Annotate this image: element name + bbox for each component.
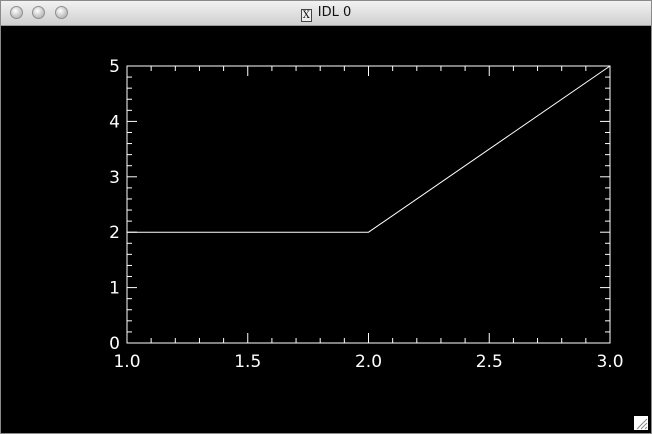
close-window-button[interactable] bbox=[10, 6, 23, 19]
plot-area: 1.0 1.5 2.0 2.5 3.0 0 1 2 3 4 5 bbox=[7, 26, 647, 428]
y-tick-label: 1 bbox=[109, 279, 120, 299]
x-tick-label: 3.0 bbox=[596, 352, 623, 372]
resize-grip-icon bbox=[636, 418, 648, 430]
minimize-window-button[interactable] bbox=[32, 6, 45, 19]
y-tick-label: 4 bbox=[109, 112, 120, 132]
data-line bbox=[127, 65, 611, 233]
x-tick-label: 1.0 bbox=[113, 352, 140, 372]
x-tick-label: 2.5 bbox=[476, 352, 503, 372]
x-tick-label: 2.0 bbox=[355, 352, 382, 372]
line-chart: 1.0 1.5 2.0 2.5 3.0 0 1 2 3 4 5 bbox=[109, 57, 623, 372]
window-title-text: IDL 0 bbox=[317, 5, 352, 20]
title-bar[interactable]: X IDL 0 bbox=[1, 1, 651, 26]
y-tick-label: 2 bbox=[109, 223, 120, 243]
zoom-window-button[interactable] bbox=[55, 6, 68, 19]
y-tick-label: 3 bbox=[109, 168, 120, 188]
x-tick-label: 1.5 bbox=[234, 352, 261, 372]
y-tick-label: 5 bbox=[109, 57, 120, 77]
y-tick-label: 0 bbox=[109, 334, 120, 354]
x11-icon: X bbox=[300, 9, 312, 22]
window-title: X IDL 0 bbox=[1, 5, 651, 22]
resize-grip[interactable] bbox=[634, 416, 648, 430]
plot-frame bbox=[126, 65, 611, 344]
